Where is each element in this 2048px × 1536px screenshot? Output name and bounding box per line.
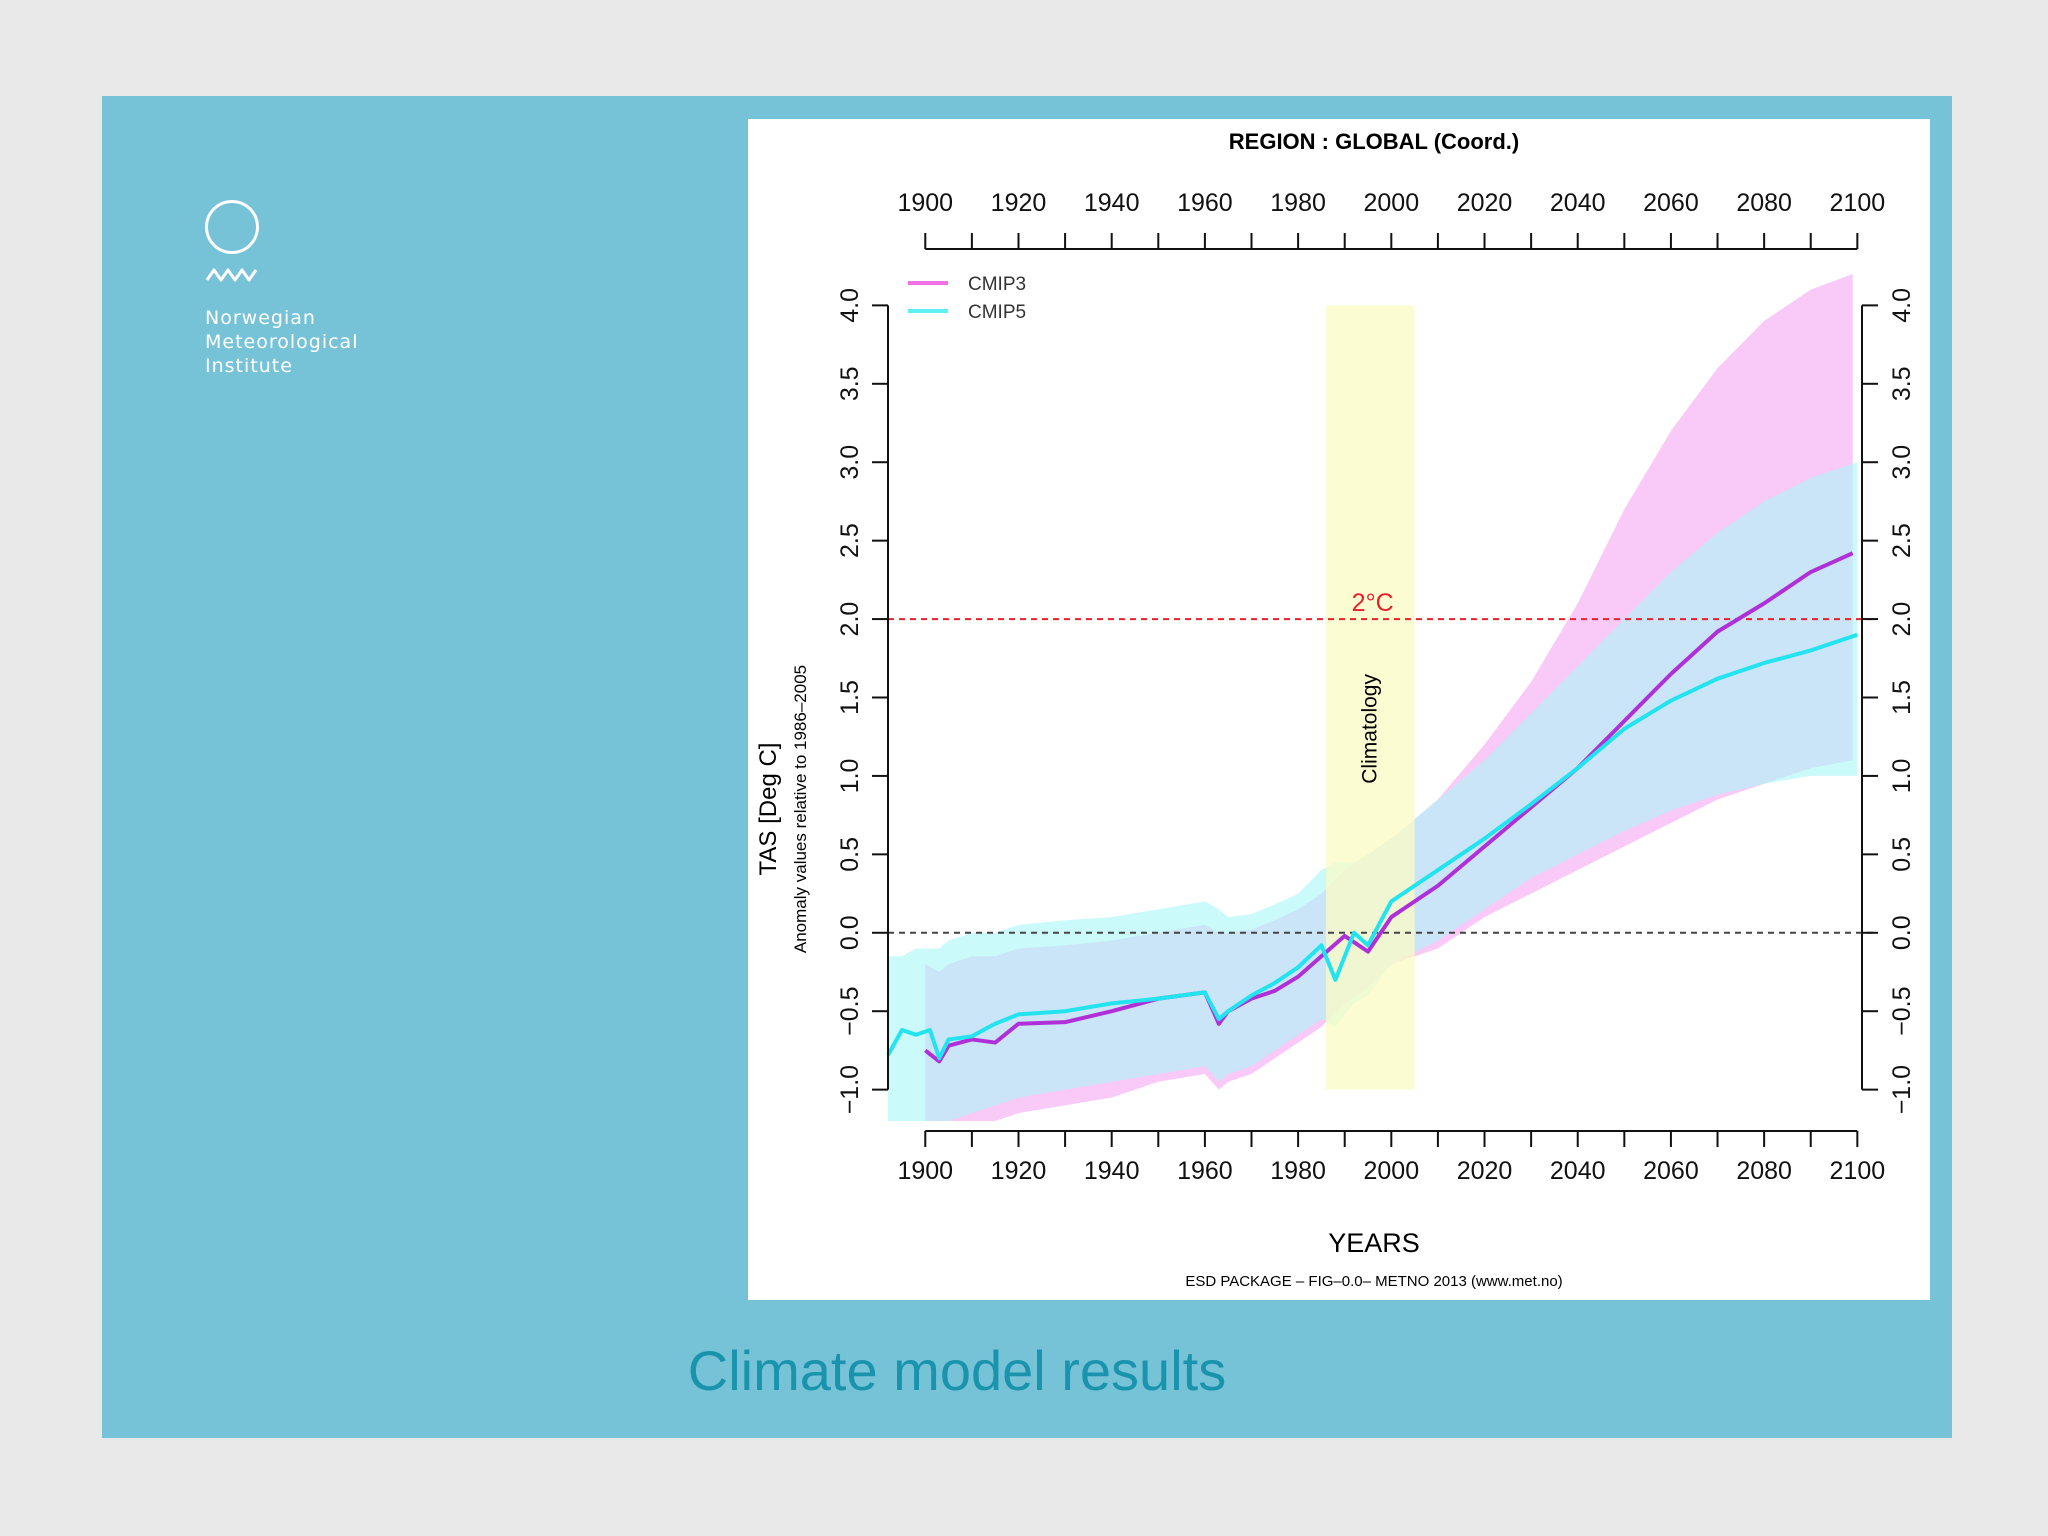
x-tick-label-bottom-2000: 2000 (1363, 1157, 1419, 1185)
y-tick-label-right-2: 0.0 (1888, 915, 1916, 950)
chart-footer: ESD PACKAGE – FIG–0.0– METNO 2013 (www.m… (1185, 1273, 1562, 1290)
reference-lines: 2°C (888, 589, 1873, 934)
slide-background: Norwegian Meteorological Institute REGIO… (102, 96, 1952, 1438)
x-tick-label-bottom-1940: 1940 (1084, 1157, 1140, 1185)
y-tick-label-left-6: 2.0 (836, 602, 864, 637)
slide-title: Climate model results (687, 1339, 1227, 1402)
chart-title: REGION : GLOBAL (Coord.) (1229, 129, 1519, 154)
y-tick-label-left-8: 3.0 (836, 445, 864, 480)
x-tick-label-top-1900: 1900 (897, 189, 953, 217)
y-tick-label-right-10: 4.0 (1888, 288, 1916, 323)
x-tick-label-top-1980: 1980 (1270, 189, 1326, 217)
chart-panel: REGION : GLOBAL (Coord.) Climatology 2°C… (748, 119, 1930, 1300)
x-tick-label-top-1940: 1940 (1084, 189, 1140, 217)
climatology-label: Climatology (1358, 674, 1381, 784)
y-axis-label: TAS [Deg C] (755, 743, 782, 876)
x-tick-label-top-2080: 2080 (1736, 189, 1792, 217)
axes: 1900 1900 1920 1920 1940 1940 1960 1960 1980 1980… (836, 189, 1916, 1185)
x-tick-label-top-2100: 2100 (1830, 189, 1886, 217)
y-tick-label-left-1: −0.5 (836, 987, 864, 1036)
org-name: Norwegian Meteorological Institute (205, 307, 359, 377)
x-tick-label-bottom-2040: 2040 (1550, 1157, 1606, 1185)
x-tick-label-bottom-1960: 1960 (1177, 1157, 1233, 1185)
x-tick-label-top-2000: 2000 (1363, 189, 1419, 217)
y-tick-label-right-8: 3.0 (1888, 445, 1916, 480)
x-tick-label-bottom-1980: 1980 (1270, 1157, 1326, 1185)
y-tick-label-left-7: 2.5 (836, 523, 864, 558)
y-tick-label-right-0: −1.0 (1888, 1065, 1916, 1114)
y-tick-label-left-0: −1.0 (836, 1065, 864, 1114)
y-tick-label-right-6: 2.0 (1888, 602, 1916, 637)
y-tick-label-right-3: 0.5 (1888, 837, 1916, 872)
y-tick-label-right-5: 1.5 (1888, 680, 1916, 715)
y-tick-label-left-9: 3.5 (836, 366, 864, 401)
x-tick-label-bottom-1920: 1920 (991, 1157, 1047, 1185)
y-tick-label-left-2: 0.0 (836, 915, 864, 950)
legend-label-cmip5: CMIP5 (968, 302, 1026, 323)
x-tick-label-bottom-2080: 2080 (1736, 1157, 1792, 1185)
x-tick-label-bottom-2100: 2100 (1830, 1157, 1886, 1185)
x-tick-label-top-2020: 2020 (1457, 189, 1513, 217)
legend-label-cmip3: CMIP3 (968, 274, 1026, 295)
y-tick-label-left-5: 1.5 (836, 680, 864, 715)
x-tick-label-top-1920: 1920 (991, 189, 1047, 217)
met-norway-logo: Norwegian Meteorological Institute (202, 196, 502, 396)
x-tick-label-bottom-2020: 2020 (1457, 1157, 1513, 1185)
reference-label-0: 2°C (1352, 589, 1394, 617)
series-lines (886, 551, 1858, 1064)
met-norway-circle-wave-icon (205, 200, 259, 254)
y-tick-label-left-3: 0.5 (836, 837, 864, 872)
series-line-cmip3 (924, 551, 1854, 1064)
wave-icon (205, 268, 258, 282)
x-tick-label-bottom-1900: 1900 (897, 1157, 953, 1185)
x-tick-label-top-2060: 2060 (1643, 189, 1699, 217)
series-line-cmip5 (886, 632, 1858, 1061)
band-cmip5 (888, 462, 1858, 1121)
y-tick-label-left-10: 4.0 (836, 288, 864, 323)
legend: CMIP3 CMIP5 (908, 274, 1026, 323)
y-tick-label-right-4: 1.0 (1888, 759, 1916, 794)
x-tick-label-bottom-2060: 2060 (1643, 1157, 1699, 1185)
y-tick-label-right-7: 2.5 (1888, 523, 1916, 558)
x-tick-label-top-1960: 1960 (1177, 189, 1233, 217)
climatology-period (1326, 305, 1415, 1090)
y-tick-label-right-1: −0.5 (1888, 987, 1916, 1036)
y-axis-sublabel: Anomaly values relative to 1986–2005 (791, 665, 810, 953)
x-tick-label-top-2040: 2040 (1550, 189, 1606, 217)
y-tick-label-right-9: 3.5 (1888, 366, 1916, 401)
x-axis-label: YEARS (1328, 1228, 1420, 1258)
y-tick-label-left-4: 1.0 (836, 759, 864, 794)
chart: REGION : GLOBAL (Coord.) Climatology 2°C… (755, 129, 1916, 1290)
